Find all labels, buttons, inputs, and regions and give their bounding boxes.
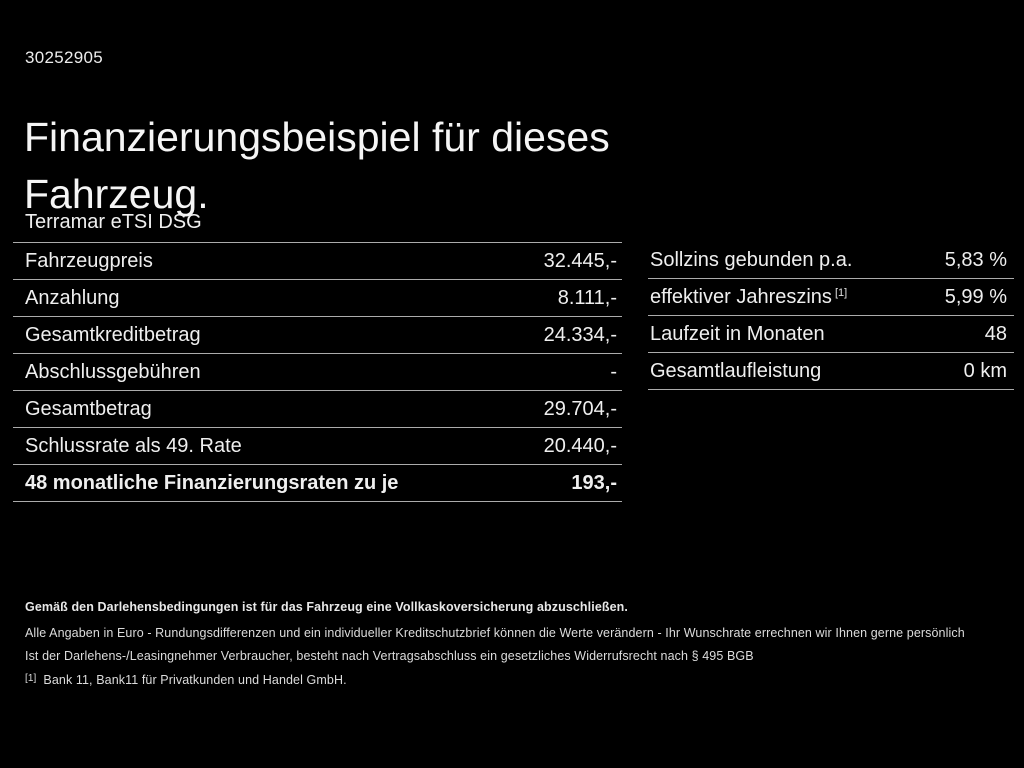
row-label: Sollzins gebunden p.a. [650, 248, 853, 271]
row-label: Gesamtbetrag [25, 397, 152, 420]
table-row-laufzeit: Laufzeit in Monaten 48 [648, 316, 1014, 353]
financing-table-left: Fahrzeugpreis 32.445,- Anzahlung 8.111,-… [13, 242, 622, 502]
row-value: 193,- [571, 471, 617, 494]
row-label: Schlussrate als 49. Rate [25, 434, 242, 457]
row-value: 20.440,- [543, 434, 617, 457]
footnote-bank-text: Bank 11, Bank11 für Privatkunden und Han… [43, 673, 347, 687]
row-value: 32.445,- [543, 249, 617, 272]
table-row-effektiver-jahreszins: effektiver Jahreszins [1] 5,99 % [648, 279, 1014, 316]
table-row-monatsraten: 48 monatliche Finanzierungsraten zu je 1… [13, 464, 622, 501]
footnote-insurance: Gemäß den Darlehensbedingungen ist für d… [25, 600, 628, 614]
row-value: 48 [984, 322, 1007, 345]
row-value: 0 km [963, 359, 1007, 382]
row-value: 29.704,- [543, 397, 617, 420]
table-row-gesamtbetrag: Gesamtbetrag 29.704,- [13, 390, 622, 427]
row-value: 5,99 % [944, 285, 1007, 308]
table-row-abschlussgebuehren: Abschlussgebühren - [13, 353, 622, 390]
row-label: Gesamtkreditbetrag [25, 323, 201, 346]
page-title: Finanzierungsbeispiel für dieses Fahrzeu… [24, 114, 610, 218]
row-label: effektiver Jahreszins [1] [650, 286, 847, 309]
row-value: 5,83 % [944, 248, 1007, 271]
row-label: 48 monatliche Finanzierungsraten zu je [25, 471, 399, 494]
row-value: - [610, 360, 617, 383]
vehicle-id: 30252905 [25, 48, 104, 67]
footnote-ref: [1] [834, 286, 848, 299]
table-row-fahrzeugpreis: Fahrzeugpreis 32.445,- [13, 242, 622, 279]
financing-table-right: Sollzins gebunden p.a. 5,83 % effektiver… [648, 242, 1014, 390]
table-row-gesamtkreditbetrag: Gesamtkreditbetrag 24.334,- [13, 316, 622, 353]
row-value: 24.334,- [543, 323, 617, 346]
table-row-gesamtlaufleistung: Gesamtlaufleistung 0 km [648, 353, 1014, 390]
row-label: Anzahlung [25, 286, 120, 309]
row-value: 8.111,- [557, 286, 617, 309]
footnote-withdrawal: Ist der Darlehens-/Leasingnehmer Verbrau… [25, 649, 754, 663]
table-row-sollzins: Sollzins gebunden p.a. 5,83 % [648, 242, 1014, 279]
table-row-schlussrate: Schlussrate als 49. Rate 20.440,- [13, 427, 622, 464]
footnote-marker: [1] [25, 673, 37, 684]
row-label: Fahrzeugpreis [25, 249, 153, 272]
row-label: Laufzeit in Monaten [650, 322, 825, 345]
footnote-bank: [1] Bank 11, Bank11 für Privatkunden und … [25, 673, 347, 687]
row-label: Abschlussgebühren [25, 360, 201, 383]
row-label: Gesamtlaufleistung [650, 359, 822, 382]
row-label-text: effektiver Jahreszins [650, 285, 832, 308]
table-row-anzahlung: Anzahlung 8.111,- [13, 279, 622, 316]
vehicle-model: Terramar eTSI DSG [25, 211, 202, 233]
footnote-euro: Alle Angaben in Euro - Rundungsdifferenz… [25, 626, 965, 640]
